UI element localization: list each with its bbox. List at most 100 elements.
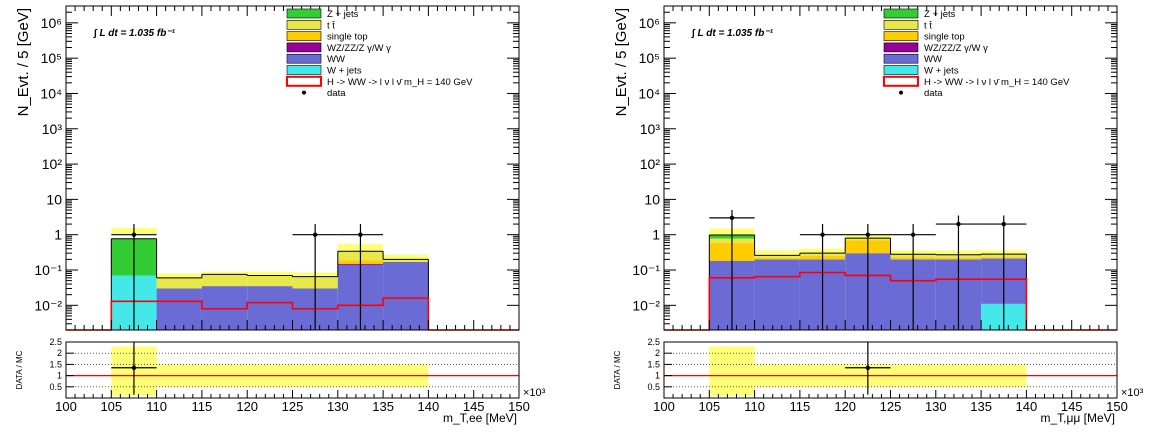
legend-label: single top xyxy=(924,32,965,43)
x-tick-label: 110 xyxy=(146,399,167,414)
x-tick-label: 120 xyxy=(834,399,856,414)
uncertainty-band-bin xyxy=(754,250,800,257)
uncertainty-band-bin xyxy=(383,254,429,262)
x-tick-label: 110 xyxy=(744,399,765,414)
y-tick-label: 10⁻² xyxy=(632,297,660,313)
legend-label: Z + jets xyxy=(327,9,359,20)
ratio-y-axis-label: DATA / MC xyxy=(15,350,24,389)
legend-label: WZ/ZZ/Z γ/W γ xyxy=(327,43,391,54)
legend-label: data xyxy=(327,88,346,99)
stack-bar-ttbar xyxy=(201,274,248,287)
x-axis-label: m_T,μμ [MeV] xyxy=(1040,411,1115,425)
y-tick-label: 10⁶ xyxy=(639,15,660,31)
y-tick-label: 10⁵ xyxy=(41,50,62,66)
x-axis-label: m_T,ee [MeV] xyxy=(443,411,517,425)
y-tick-label: 1 xyxy=(652,227,660,243)
ratio-y-tick-label: 1.5 xyxy=(647,359,660,369)
y-tick-label: 10⁴ xyxy=(40,85,62,101)
y-tick-label: 10⁻¹ xyxy=(34,262,62,278)
legend-swatch-higgs xyxy=(883,75,919,87)
x-tick-label: 145 xyxy=(463,399,485,414)
x-multiplier-label: ×10³ xyxy=(1121,387,1144,399)
y-axis-label: N_Evt. / 5 [GeV] xyxy=(613,8,630,116)
ratio-uncertainty-band xyxy=(709,346,755,396)
stack-bar-ww xyxy=(247,286,293,330)
x-multiplier-label: ×10³ xyxy=(523,387,546,399)
higgs-signal-line xyxy=(664,271,1117,331)
uncertainty-band-bin xyxy=(156,273,202,281)
y-tick-label: 10⁻² xyxy=(34,297,62,313)
legend-swatch-higgs xyxy=(286,75,322,87)
data-point xyxy=(358,232,363,237)
legend-swatch-ttbar xyxy=(883,19,919,30)
lumi-annotation: ∫ L dt = 1.035 fb⁻¹ xyxy=(93,28,176,39)
x-tick-label: 115 xyxy=(192,399,213,414)
x-tick-label: 130 xyxy=(925,399,947,414)
ratio-data-point xyxy=(131,365,137,370)
lumi-annotation: ∫ L dt = 1.035 fb⁻¹ xyxy=(691,28,774,39)
x-tick-label: 140 xyxy=(1016,399,1038,414)
ratio-data-point xyxy=(865,365,871,370)
legend-swatch-wjets xyxy=(883,65,919,75)
y-tick-label: 10⁴ xyxy=(638,85,660,101)
x-tick-label: 105 xyxy=(100,399,122,414)
x-tick-label: 135 xyxy=(970,399,992,414)
data-point xyxy=(131,232,137,237)
data-point xyxy=(956,221,961,227)
legend-label: data xyxy=(924,88,943,99)
x-tick-label: 135 xyxy=(372,399,394,414)
x-tick-label: 140 xyxy=(418,399,440,414)
x-tick-label: 115 xyxy=(790,399,811,414)
x-tick-label: 145 xyxy=(1061,399,1083,414)
legend-label: WW xyxy=(327,54,345,65)
legend-label: H -> WW -> l ν l ν̄ m_H = 140 GeV xyxy=(327,77,473,88)
legend-swatch-diboson xyxy=(883,42,919,53)
x-tick-label: 100 xyxy=(55,399,77,414)
y-tick-label: 1 xyxy=(54,227,62,243)
y-tick-label: 10⁶ xyxy=(41,15,62,31)
y-tick-label: 10⁻¹ xyxy=(632,262,660,278)
y-tick-label: 10⁵ xyxy=(639,50,660,66)
stack-bar-ttbar xyxy=(156,277,202,289)
legend-swatch-ww xyxy=(286,53,322,64)
legend-swatch-ww xyxy=(883,53,919,64)
stack-bar-ttbar xyxy=(247,275,293,287)
x-tick-label: 150 xyxy=(508,399,530,414)
data-point xyxy=(729,215,735,221)
ratio-y-tick-label: 0.5 xyxy=(647,382,660,392)
ratio-y-tick-label: 1.5 xyxy=(49,359,62,369)
legend-swatch-zjets xyxy=(286,8,322,19)
stack-bar-ww xyxy=(383,261,429,330)
legend-label: t t̄ xyxy=(327,20,335,31)
y-tick-label: 10³ xyxy=(42,121,63,137)
stack-bar-ttbar xyxy=(383,259,429,262)
legend-label: t t̄ xyxy=(924,20,932,31)
legend-swatch-single_top xyxy=(286,31,322,41)
stack-bar-ww xyxy=(754,259,800,330)
ratio-y-tick-label: 1 xyxy=(57,371,62,381)
legend-swatch-ttbar xyxy=(286,19,322,30)
legend-label: single top xyxy=(327,32,368,43)
y-tick-label: 10³ xyxy=(640,121,661,137)
y-tick-label: 10 xyxy=(644,191,660,207)
ratio-y-tick-label: 2 xyxy=(655,348,660,358)
y-tick-label: 10² xyxy=(42,156,63,172)
legend-swatch-data xyxy=(899,90,903,95)
ratio-y-tick-label: 2 xyxy=(57,348,62,358)
data-point xyxy=(865,232,871,237)
legend-label: WZ/ZZ/Z γ/W γ xyxy=(924,43,988,54)
legend-label: WW xyxy=(924,54,942,65)
legend-label: Z + jets xyxy=(924,9,956,20)
x-tick-label: 130 xyxy=(327,399,349,414)
x-tick-label: 125 xyxy=(880,399,902,414)
stack-bar-single_top xyxy=(754,257,800,260)
legend-swatch-wjets xyxy=(286,65,322,75)
ratio-y-tick-label: 2.5 xyxy=(647,337,660,347)
legend-swatch-zjets xyxy=(883,8,919,19)
legend-swatch-data xyxy=(302,90,306,95)
ratio-y-tick-label: 0.5 xyxy=(49,382,62,392)
legend-swatch-diboson xyxy=(286,42,322,53)
x-tick-label: 120 xyxy=(236,399,258,414)
stack-bar-ttbar xyxy=(754,255,800,258)
